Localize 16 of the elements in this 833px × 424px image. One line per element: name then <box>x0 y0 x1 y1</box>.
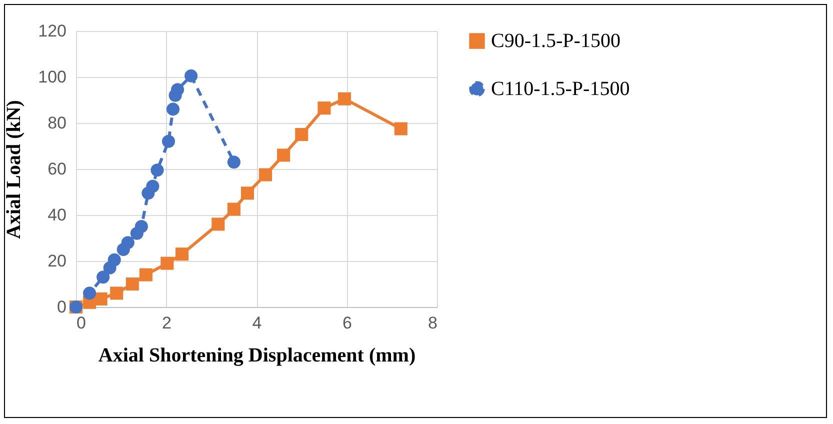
y-tick-label: 60 <box>48 160 66 178</box>
legend-label: C90-1.5-P-1500 <box>491 30 620 52</box>
y-tick-label: 120 <box>38 22 66 40</box>
x-tick-label: 8 <box>428 314 438 332</box>
y-tick-label: 0 <box>57 298 66 316</box>
x-axis-title: Axial Shortening Displacement (mm) <box>98 344 416 366</box>
y-tick-label: 80 <box>48 114 66 132</box>
legend-label: C110-1.5-P-1500 <box>491 78 630 100</box>
x-tick-label: 0 <box>76 314 86 332</box>
x-tick-label: 4 <box>252 314 262 332</box>
y-tick-label: 40 <box>48 206 66 224</box>
x-tick-label: 6 <box>342 314 352 332</box>
x-tick-label: 2 <box>162 314 172 332</box>
y-tick-label: 100 <box>38 68 66 86</box>
y-tick-label: 20 <box>48 252 66 270</box>
y-axis-title: Axial Load (kN) <box>3 100 26 239</box>
